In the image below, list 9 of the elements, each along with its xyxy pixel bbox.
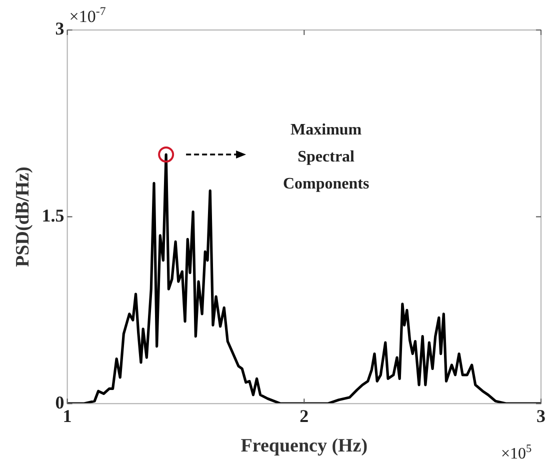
y-tick-label: 3 (55, 18, 64, 39)
y-axis-title: PSD(dB/Hz) (12, 166, 34, 267)
annotation: Maximum Spectral Components (282, 122, 370, 193)
y-tick-label: 1.5 (42, 205, 64, 226)
x-axis-title: Frequency (Hz) (240, 436, 368, 457)
x-tick-label: 2 (300, 406, 309, 426)
y-tick-label: 0 (55, 392, 64, 412)
x-tick-label: 3 (536, 406, 546, 426)
x-tick-label: 1 (62, 406, 72, 426)
